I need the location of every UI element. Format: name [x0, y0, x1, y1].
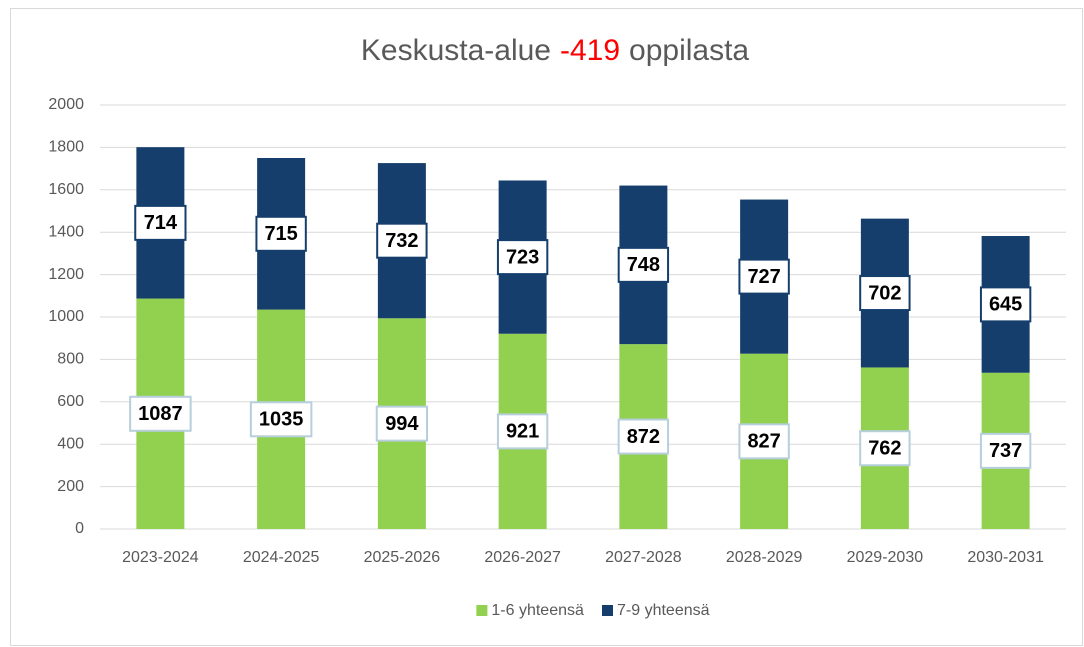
data-label: 994	[385, 413, 419, 435]
x-tick-label: 2030-2031	[967, 549, 1044, 566]
data-label: 737	[989, 440, 1022, 462]
data-label: 1087	[138, 403, 183, 425]
data-label: 872	[627, 426, 660, 448]
x-tick-label: 2026-2027	[484, 549, 561, 566]
legend: 1-6 yhteensä 7-9 yhteensä	[476, 602, 710, 619]
data-label: 732	[385, 230, 418, 252]
y-tick-label: 800	[57, 351, 84, 368]
data-label-box	[617, 418, 670, 455]
data-label-box	[979, 286, 1032, 323]
legend-swatch	[602, 605, 613, 616]
data-label: 762	[868, 438, 901, 460]
data-label-box	[255, 215, 307, 252]
data-label: 714	[144, 212, 178, 234]
title-highlight: -419	[560, 34, 620, 67]
data-label: 827	[747, 431, 780, 453]
y-tick-label: 1200	[48, 266, 84, 283]
x-tick-label: 2029-2030	[847, 549, 924, 566]
y-tick-label: 0	[75, 520, 84, 537]
data-label: 715	[264, 223, 297, 245]
chart-title: Keskusta-alue -419 oppilasta	[361, 34, 750, 67]
y-tick-label: 1000	[48, 308, 84, 325]
data-label-box	[738, 258, 790, 295]
y-tick-label: 200	[57, 478, 84, 495]
data-label: 1035	[259, 409, 304, 431]
x-tick-label: 2027-2028	[605, 549, 682, 566]
data-label-box	[859, 430, 911, 467]
title-part: oppilasta	[629, 34, 749, 67]
title-part: Keskusta-alue	[361, 34, 551, 67]
legend-label: 1-6 yhteensä	[491, 602, 584, 619]
data-label-box	[129, 395, 192, 432]
data-label-box	[376, 222, 428, 259]
y-tick-label: 1600	[48, 181, 84, 198]
data-label-box	[617, 246, 670, 283]
data-label-box	[859, 275, 911, 312]
y-tick-label: 1800	[48, 139, 84, 156]
data-label: 921	[506, 421, 539, 443]
data-label-box	[979, 432, 1032, 469]
x-tick-label: 2023-2024	[122, 549, 199, 566]
data-label: 702	[868, 282, 901, 304]
x-tick-label: 2028-2029	[726, 549, 803, 566]
data-label: 727	[747, 266, 780, 288]
x-tick-label: 2024-2025	[243, 549, 320, 566]
y-tick-label: 2000	[48, 96, 84, 113]
data-label-box	[738, 423, 790, 460]
y-tick-label: 600	[57, 393, 84, 410]
data-label: 645	[989, 294, 1022, 316]
data-label: 748	[627, 254, 660, 276]
data-label-box	[134, 204, 187, 241]
data-label-box	[496, 239, 549, 276]
data-label-box	[496, 413, 549, 450]
y-tick-label: 400	[57, 435, 84, 452]
y-tick-label: 1400	[48, 223, 84, 240]
legend-label: 7-9 yhteensä	[617, 602, 710, 619]
data-label-box	[375, 405, 428, 442]
data-label-box	[249, 401, 313, 438]
data-label: 723	[506, 246, 539, 268]
x-tick-label: 2025-2026	[364, 549, 441, 566]
legend-swatch	[476, 605, 488, 616]
